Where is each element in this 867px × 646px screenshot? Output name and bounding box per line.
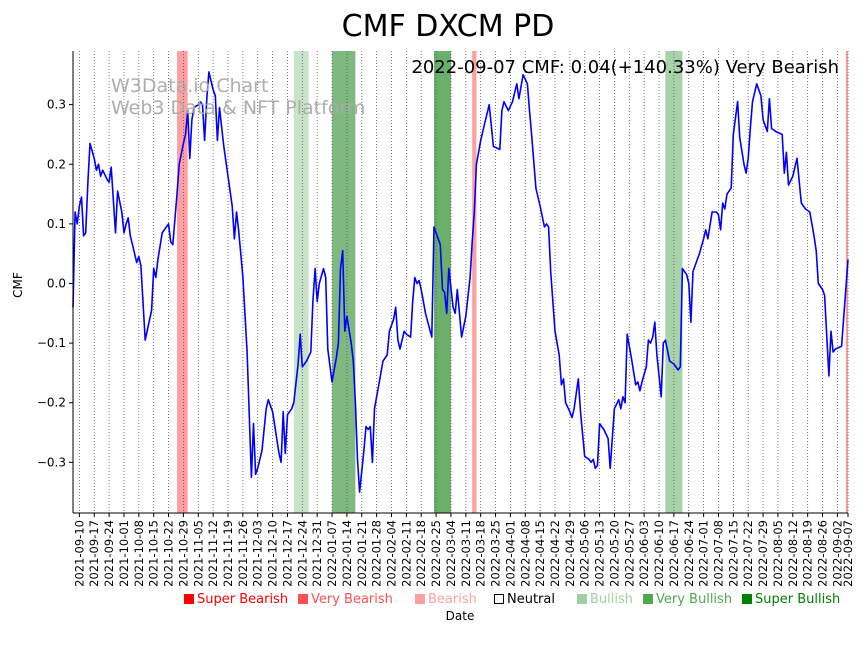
legend-item-very-bullish: Very Bullish — [643, 592, 732, 607]
x-tick-label: 2022-02-11 — [399, 520, 413, 587]
x-tick-label: 2021-10-01 — [117, 520, 131, 587]
x-tick-label: 2022-06-10 — [652, 520, 666, 587]
legend-label: Super Bearish — [197, 592, 289, 607]
y-axis-label: CMF — [11, 272, 25, 298]
watermark-line-1: W3Data.io Chart — [111, 75, 268, 97]
y-tick-label: 0.3 — [47, 98, 66, 112]
x-tick-label: 2022-04-29 — [563, 520, 577, 587]
cmf-annotation: 2022-09-07 CMF: 0.04(+140.33%) Very Bear… — [411, 57, 839, 78]
x-tick-label: 2021-09-17 — [87, 520, 101, 587]
x-tick-label: 2021-12-10 — [266, 520, 280, 587]
x-tick-label: 2021-12-03 — [251, 520, 265, 587]
legend-item-bullish: Bullish — [577, 592, 633, 607]
y-axis-ticks: −0.3 −0.2 −0.1 0.0 0.1 0.2 0.3 — [37, 98, 73, 469]
x-tick-label: 2021-10-15 — [147, 520, 161, 587]
axes — [72, 51, 848, 514]
watermark-line-2: Web3 Data & NFT Platform — [111, 97, 365, 119]
x-tick-label: 2022-07-01 — [697, 520, 711, 587]
x-tick-label: 2022-05-06 — [578, 520, 592, 587]
x-tick-label: 2021-11-12 — [206, 520, 220, 587]
x-tick-label: 2021-10-08 — [132, 520, 146, 587]
y-tick-label: 0.1 — [47, 217, 66, 231]
x-tick-label: 2021-10-22 — [162, 520, 176, 587]
x-tick-label: 2022-02-25 — [429, 520, 443, 587]
legend-item-bearish: Bearish — [415, 592, 477, 607]
x-axis-label: Date — [446, 609, 475, 623]
legend-label: Super Bullish — [755, 592, 841, 607]
x-tick-label: 2022-04-15 — [533, 520, 547, 587]
x-tick-label: 2022-03-04 — [444, 520, 458, 587]
x-tick-label: 2022-07-15 — [726, 520, 740, 587]
series-layer — [72, 71, 849, 493]
x-tick-label: 2021-12-17 — [280, 520, 294, 587]
x-tick-label: 2022-09-07 — [841, 520, 855, 587]
x-tick-label: 2021-10-29 — [176, 520, 190, 587]
signal-band — [293, 51, 309, 513]
y-tick-label: −0.1 — [37, 336, 66, 350]
legend-label: Bearish — [428, 592, 477, 607]
legend-swatch — [184, 594, 194, 604]
x-tick-label: 2021-11-05 — [191, 520, 205, 587]
x-tick-label: 2022-07-29 — [756, 520, 770, 587]
x-gridlines — [78, 51, 849, 513]
y-tick-label: −0.3 — [37, 455, 66, 469]
y-tick-label: 0.0 — [47, 276, 66, 290]
cmf-series-line — [72, 71, 849, 493]
legend-label: Very Bearish — [311, 592, 393, 607]
legend-item-super-bullish: Super Bullish — [742, 592, 840, 607]
x-axis-ticks: 2021-09-10 2021-09-17 2021-09-24 2021-10-01… — [72, 513, 855, 587]
x-tick-label: 2022-01-07 — [325, 520, 339, 587]
chart-title: CMF DXCM PD — [342, 9, 555, 44]
x-tick-label: 2022-08-19 — [801, 520, 815, 587]
x-tick-label: 2022-07-22 — [741, 520, 755, 587]
x-tick-label: 2021-09-24 — [102, 520, 116, 587]
x-tick-label: 2022-03-18 — [474, 520, 488, 587]
x-tick-label: 2021-11-26 — [236, 520, 250, 587]
x-tick-label: 2022-09-02 — [830, 520, 844, 587]
legend-item-neutral: Neutral — [494, 592, 555, 607]
legend-swatch — [415, 594, 425, 604]
legend-label: Bullish — [590, 592, 634, 607]
x-tick-label: 2022-01-28 — [370, 520, 384, 587]
legend-item-super-bearish: Super Bearish — [184, 592, 288, 607]
x-tick-label: 2022-06-24 — [682, 520, 696, 587]
legend-swatch — [494, 594, 504, 604]
x-tick-label: 2022-02-18 — [414, 520, 428, 587]
x-tick-label: 2021-12-31 — [310, 520, 324, 587]
signal-band — [177, 51, 188, 513]
x-tick-label: 2022-08-05 — [771, 520, 785, 587]
legend-item-very-bearish: Very Bearish — [298, 592, 393, 607]
x-tick-label: 2022-07-08 — [711, 520, 725, 587]
x-tick-label: 2022-05-13 — [593, 520, 607, 587]
legend-swatch — [577, 594, 587, 604]
x-tick-label: 2022-02-04 — [384, 520, 398, 587]
x-tick-label: 2022-04-08 — [518, 520, 532, 587]
x-tick-label: 2022-03-25 — [489, 520, 503, 587]
x-tick-label: 2022-05-27 — [622, 520, 636, 587]
legend-swatch — [742, 594, 752, 604]
x-tick-label: 2022-04-22 — [548, 520, 562, 587]
y-tick-label: 0.2 — [47, 157, 66, 171]
x-tick-label: 2022-08-26 — [816, 520, 830, 587]
x-tick-label: 2022-03-11 — [459, 520, 473, 587]
legend: Super Bearish Very Bearish Bearish Neutr… — [0, 592, 867, 612]
x-tick-label: 2022-06-03 — [637, 520, 651, 587]
legend-swatch — [298, 594, 308, 604]
x-tick-label: 2021-12-24 — [295, 520, 309, 587]
x-tick-label: 2021-09-10 — [72, 520, 86, 587]
x-tick-label: 2022-06-17 — [667, 520, 681, 587]
y-tick-label: −0.2 — [37, 396, 66, 410]
signal-band — [472, 51, 477, 513]
x-tick-label: 2022-04-01 — [503, 520, 517, 587]
x-tick-label: 2022-05-20 — [607, 520, 621, 587]
legend-swatch — [643, 594, 653, 604]
legend-label: Very Bullish — [656, 592, 733, 607]
legend-label: Neutral — [507, 592, 555, 607]
x-tick-label: 2022-01-21 — [355, 520, 369, 587]
x-tick-label: 2021-11-19 — [221, 520, 235, 587]
x-tick-label: 2022-08-12 — [786, 520, 800, 587]
x-tick-label: 2022-01-14 — [340, 520, 354, 587]
